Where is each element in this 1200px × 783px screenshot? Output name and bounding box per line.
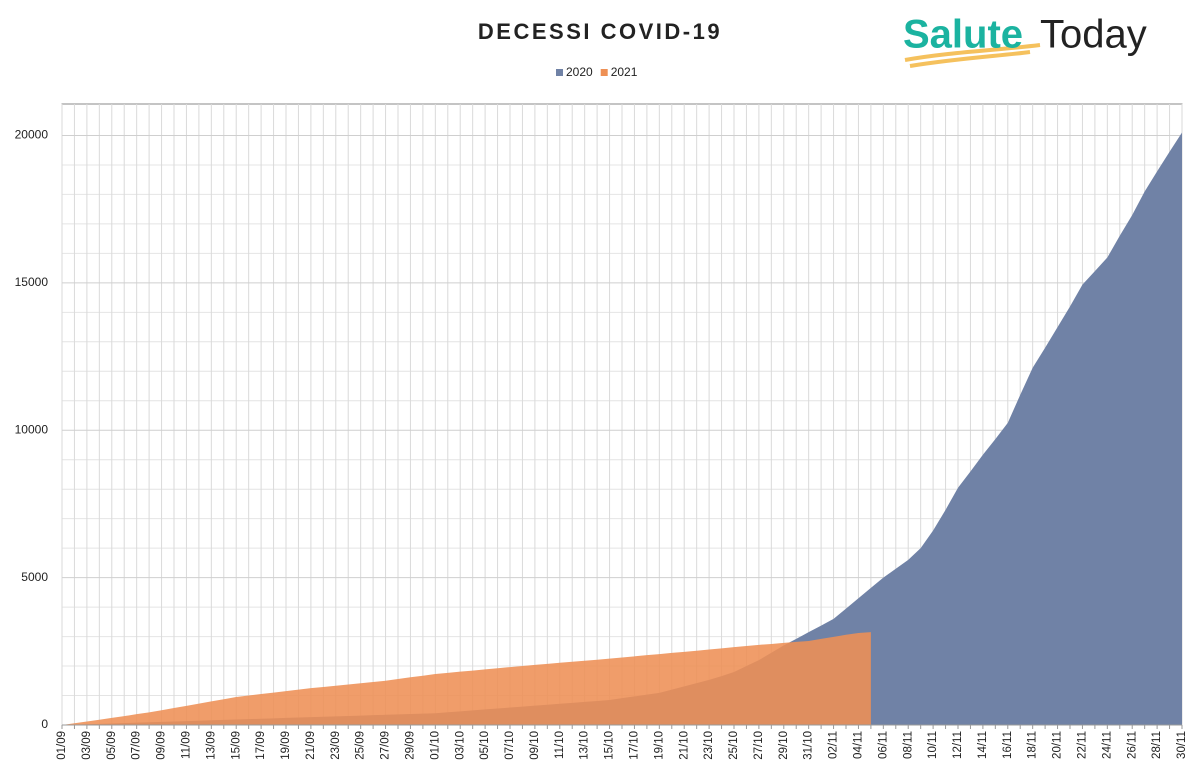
legend-swatch (556, 69, 563, 76)
x-tick-label: 08/11 (902, 731, 914, 759)
x-tick-label: 18/11 (1027, 731, 1039, 759)
y-tick-label: 15000 (15, 275, 49, 289)
x-tick-label: 09/09 (156, 731, 168, 760)
y-tick-label: 20000 (15, 128, 49, 142)
y-tick-label: 5000 (21, 570, 48, 584)
x-tick-label: 01/10 (429, 731, 441, 760)
x-tick-label: 04/11 (852, 731, 864, 759)
x-tick-label: 12/11 (952, 731, 964, 759)
x-tick-label: 17/09 (255, 731, 267, 760)
chart-title: DECESSI COVID-19 (478, 19, 722, 44)
x-tick-label: 06/11 (877, 731, 889, 759)
x-tick-label: 19/09 (280, 731, 292, 760)
x-tick-label: 22/11 (1076, 731, 1088, 759)
legend-label: 2021 (611, 65, 638, 79)
x-tick-label: 05/09 (106, 731, 118, 760)
y-tick-label: 10000 (15, 422, 49, 436)
x-tick-label: 01/09 (56, 731, 68, 760)
x-tick-label: 09/10 (529, 731, 541, 760)
x-tick-label: 25/10 (728, 731, 740, 760)
x-tick-label: 27/09 (380, 731, 392, 760)
x-tick-label: 10/11 (927, 731, 939, 759)
x-tick-label: 29/09 (404, 731, 416, 760)
y-tick-label: 0 (41, 717, 48, 731)
x-tick-label: 02/11 (828, 731, 840, 759)
area-series (62, 132, 1182, 725)
x-tick-label: 23/09 (330, 731, 342, 760)
x-tick-label: 31/10 (803, 731, 815, 760)
x-tick-label: 21/09 (305, 731, 317, 760)
x-tick-label: 21/10 (678, 731, 690, 760)
legend-label: 2020 (566, 65, 593, 79)
x-tick-label: 11/09 (180, 731, 192, 759)
x-tick-label: 16/11 (1002, 731, 1014, 759)
x-tick-label: 13/09 (205, 731, 217, 760)
x-tick-label: 26/11 (1126, 731, 1138, 759)
x-tick-label: 25/09 (355, 731, 367, 760)
x-tick-label: 30/11 (1176, 731, 1188, 759)
x-tick-label: 29/10 (778, 731, 790, 760)
legend-swatch (600, 69, 608, 76)
area-series (62, 632, 871, 725)
x-tick-label: 11/10 (554, 731, 566, 759)
x-tick-label: 19/10 (653, 731, 665, 760)
logo-second: Today (1040, 13, 1147, 57)
x-tick-label: 24/11 (1101, 731, 1113, 759)
x-tick-label: 28/11 (1151, 731, 1163, 759)
logo-first: Salute (903, 13, 1023, 57)
x-tick-label: 23/10 (703, 731, 715, 760)
x-tick-label: 15/10 (604, 731, 616, 760)
x-tick-label: 13/10 (579, 731, 591, 760)
x-tick-label: 20/11 (1052, 731, 1064, 759)
x-tick-label: 27/10 (753, 731, 765, 760)
x-tick-label: 03/10 (454, 731, 466, 760)
x-tick-label: 15/09 (230, 731, 242, 760)
x-tick-label: 03/09 (81, 731, 93, 760)
x-tick-label: 17/10 (628, 731, 640, 760)
x-tick-label: 14/11 (977, 731, 989, 759)
x-tick-label: 07/09 (131, 731, 143, 760)
x-tick-label: 05/10 (479, 731, 491, 760)
logo-brush (904, 43, 1041, 68)
x-tick-label: 07/10 (504, 731, 516, 760)
